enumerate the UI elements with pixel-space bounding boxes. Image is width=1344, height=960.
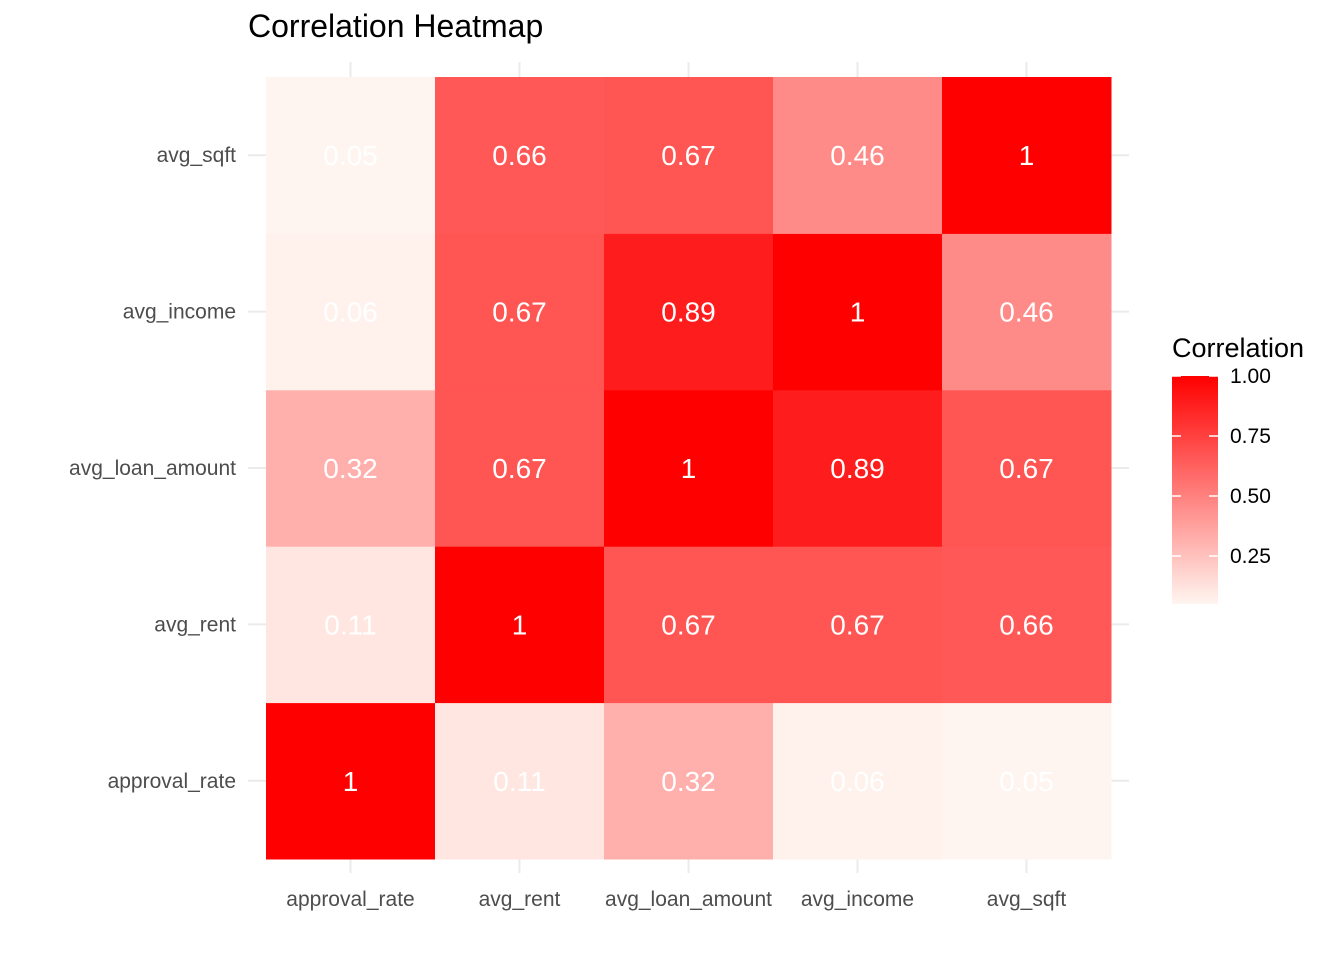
cell-value-label: 0.89 [661,297,716,328]
x-tick-label: avg_income [801,888,914,911]
heatmap-cell [604,546,774,704]
cell-value-label: 1 [512,609,528,640]
x-tick-label: avg_sqft [987,888,1067,911]
cell-value-label: 0.11 [324,609,376,640]
cell-value-label: 0.06 [323,297,378,328]
heatmap-cell [942,389,1112,547]
cell-value-label: 0.67 [492,453,547,484]
heatmap-cell [604,702,774,860]
y-tick-label: avg_rent [154,613,236,636]
x-tick-label: approval_rate [286,888,414,911]
heatmap-cell [435,233,605,391]
heatmap-cell [604,233,774,391]
heatmap-cell [773,546,943,704]
cell-value-label: 0.66 [492,140,547,171]
heatmap-cell [266,233,436,391]
legend-tick-label: 0.75 [1230,425,1271,448]
legend-title: Correlation [1172,333,1304,363]
cell-value-label: 1 [1019,140,1035,171]
legend-colorbar [1172,376,1218,604]
heatmap-cell [435,546,605,704]
cell-value-label: 0.89 [830,453,885,484]
heatmap-cell [942,77,1112,234]
y-tick-label: avg_income [123,301,236,324]
cell-value-label: 0.46 [830,140,885,171]
cell-value-label: 0.67 [661,140,716,171]
heatmap-cell [435,702,605,860]
y-tick-label: approval_rate [108,770,236,793]
cell-value-label: 0.66 [999,609,1054,640]
x-tick-label: avg_rent [479,888,561,911]
heatmap-cell [773,702,943,860]
heatmap-cell [435,389,605,547]
cell-value-label: 0.46 [999,297,1054,328]
heatmap-cell [604,389,774,547]
x-tick-label: avg_loan_amount [605,888,772,911]
heatmap-cell [942,546,1112,704]
heatmap-cell [942,233,1112,391]
y-tick-label: avg_loan_amount [69,457,236,480]
cell-value-label: 0.11 [493,766,545,797]
heatmap-cell [266,546,436,704]
cell-value-label: 1 [850,297,866,328]
cell-value-label: 1 [681,453,697,484]
cell-value-label: 0.67 [661,609,716,640]
cell-value-label: 0.32 [661,766,716,797]
cell-value-label: 0.32 [323,453,378,484]
cell-value-label: 0.05 [999,766,1054,797]
cell-value-label: 1 [343,766,359,797]
heatmap-cell [773,389,943,547]
heatmap-cell [266,77,436,234]
heatmap-cell [773,233,943,391]
cell-value-label: 0.06 [830,766,885,797]
heatmap-cell [266,702,436,860]
heatmap-cell [435,77,605,234]
y-tick-label: avg_sqft [157,144,237,167]
heatmap-cell [266,389,436,547]
legend-tick-label: 0.50 [1230,485,1271,508]
chart-title: Correlation Heatmap [248,8,544,44]
heatmap-cell [773,77,943,234]
heatmap-cell [942,702,1112,860]
cell-value-label: 0.67 [999,453,1054,484]
cell-value-label: 0.67 [830,609,885,640]
legend-tick-label: 1.00 [1230,365,1271,388]
heatmap-cell [604,77,774,234]
cell-value-label: 0.67 [492,297,547,328]
cell-value-label: 0.05 [323,140,378,171]
legend-tick-label: 0.25 [1230,545,1271,568]
